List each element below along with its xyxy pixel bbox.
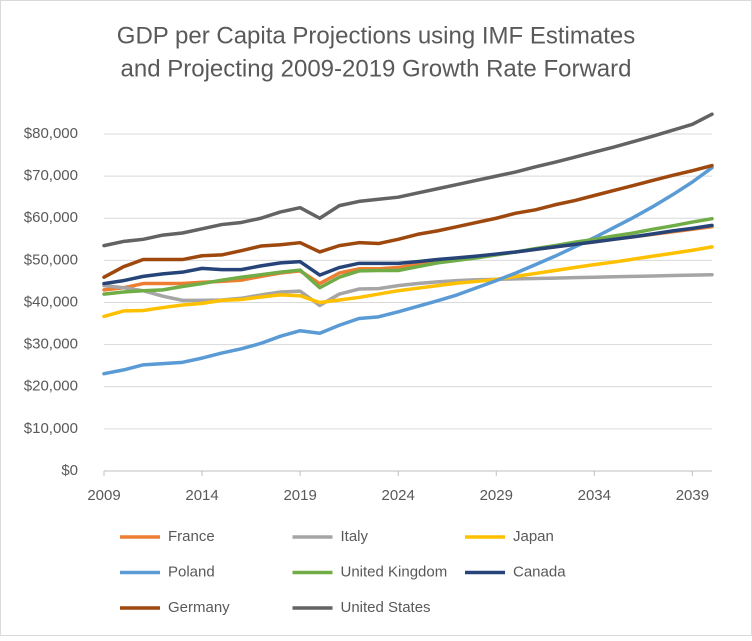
series-line xyxy=(102,245,714,319)
x-tick-label: 2009 xyxy=(87,487,120,504)
legend-label: Japan xyxy=(513,528,554,545)
legend-label: France xyxy=(168,528,215,545)
y-tick-label: $80,000 xyxy=(24,125,78,142)
series-line xyxy=(102,165,714,376)
legend-label: Italy xyxy=(341,528,369,545)
y-tick-label: $10,000 xyxy=(24,420,78,437)
y-tick-label: $40,000 xyxy=(24,293,78,310)
y-tick-label: $0 xyxy=(61,462,78,479)
legend-label: United Kingdom xyxy=(341,563,448,580)
y-tick-label: $50,000 xyxy=(24,251,78,268)
x-tick-label: 2014 xyxy=(185,487,218,504)
y-tick-label: $30,000 xyxy=(24,336,78,353)
legend-label: Canada xyxy=(513,563,566,580)
series-line xyxy=(102,163,714,279)
chart-title: GDP per Capita Projections using IMF Est… xyxy=(117,22,635,49)
x-tick-label: 2039 xyxy=(676,487,709,504)
y-tick-label: $60,000 xyxy=(24,209,78,226)
x-tick-label: 2029 xyxy=(480,487,513,504)
legend-label: United States xyxy=(341,599,431,616)
series-line xyxy=(102,112,714,248)
series-line xyxy=(102,223,714,286)
series-line xyxy=(102,216,714,296)
x-tick-label: 2019 xyxy=(283,487,316,504)
series-line xyxy=(102,272,714,308)
legend-label: Germany xyxy=(168,599,230,616)
x-tick-label: 2034 xyxy=(578,487,611,504)
chart-title: and Projecting 2009-2019 Growth Rate For… xyxy=(121,55,632,82)
y-tick-label: $70,000 xyxy=(24,167,78,184)
x-tick-label: 2024 xyxy=(382,487,415,504)
legend-label: Poland xyxy=(168,563,215,580)
y-tick-label: $20,000 xyxy=(24,378,78,395)
